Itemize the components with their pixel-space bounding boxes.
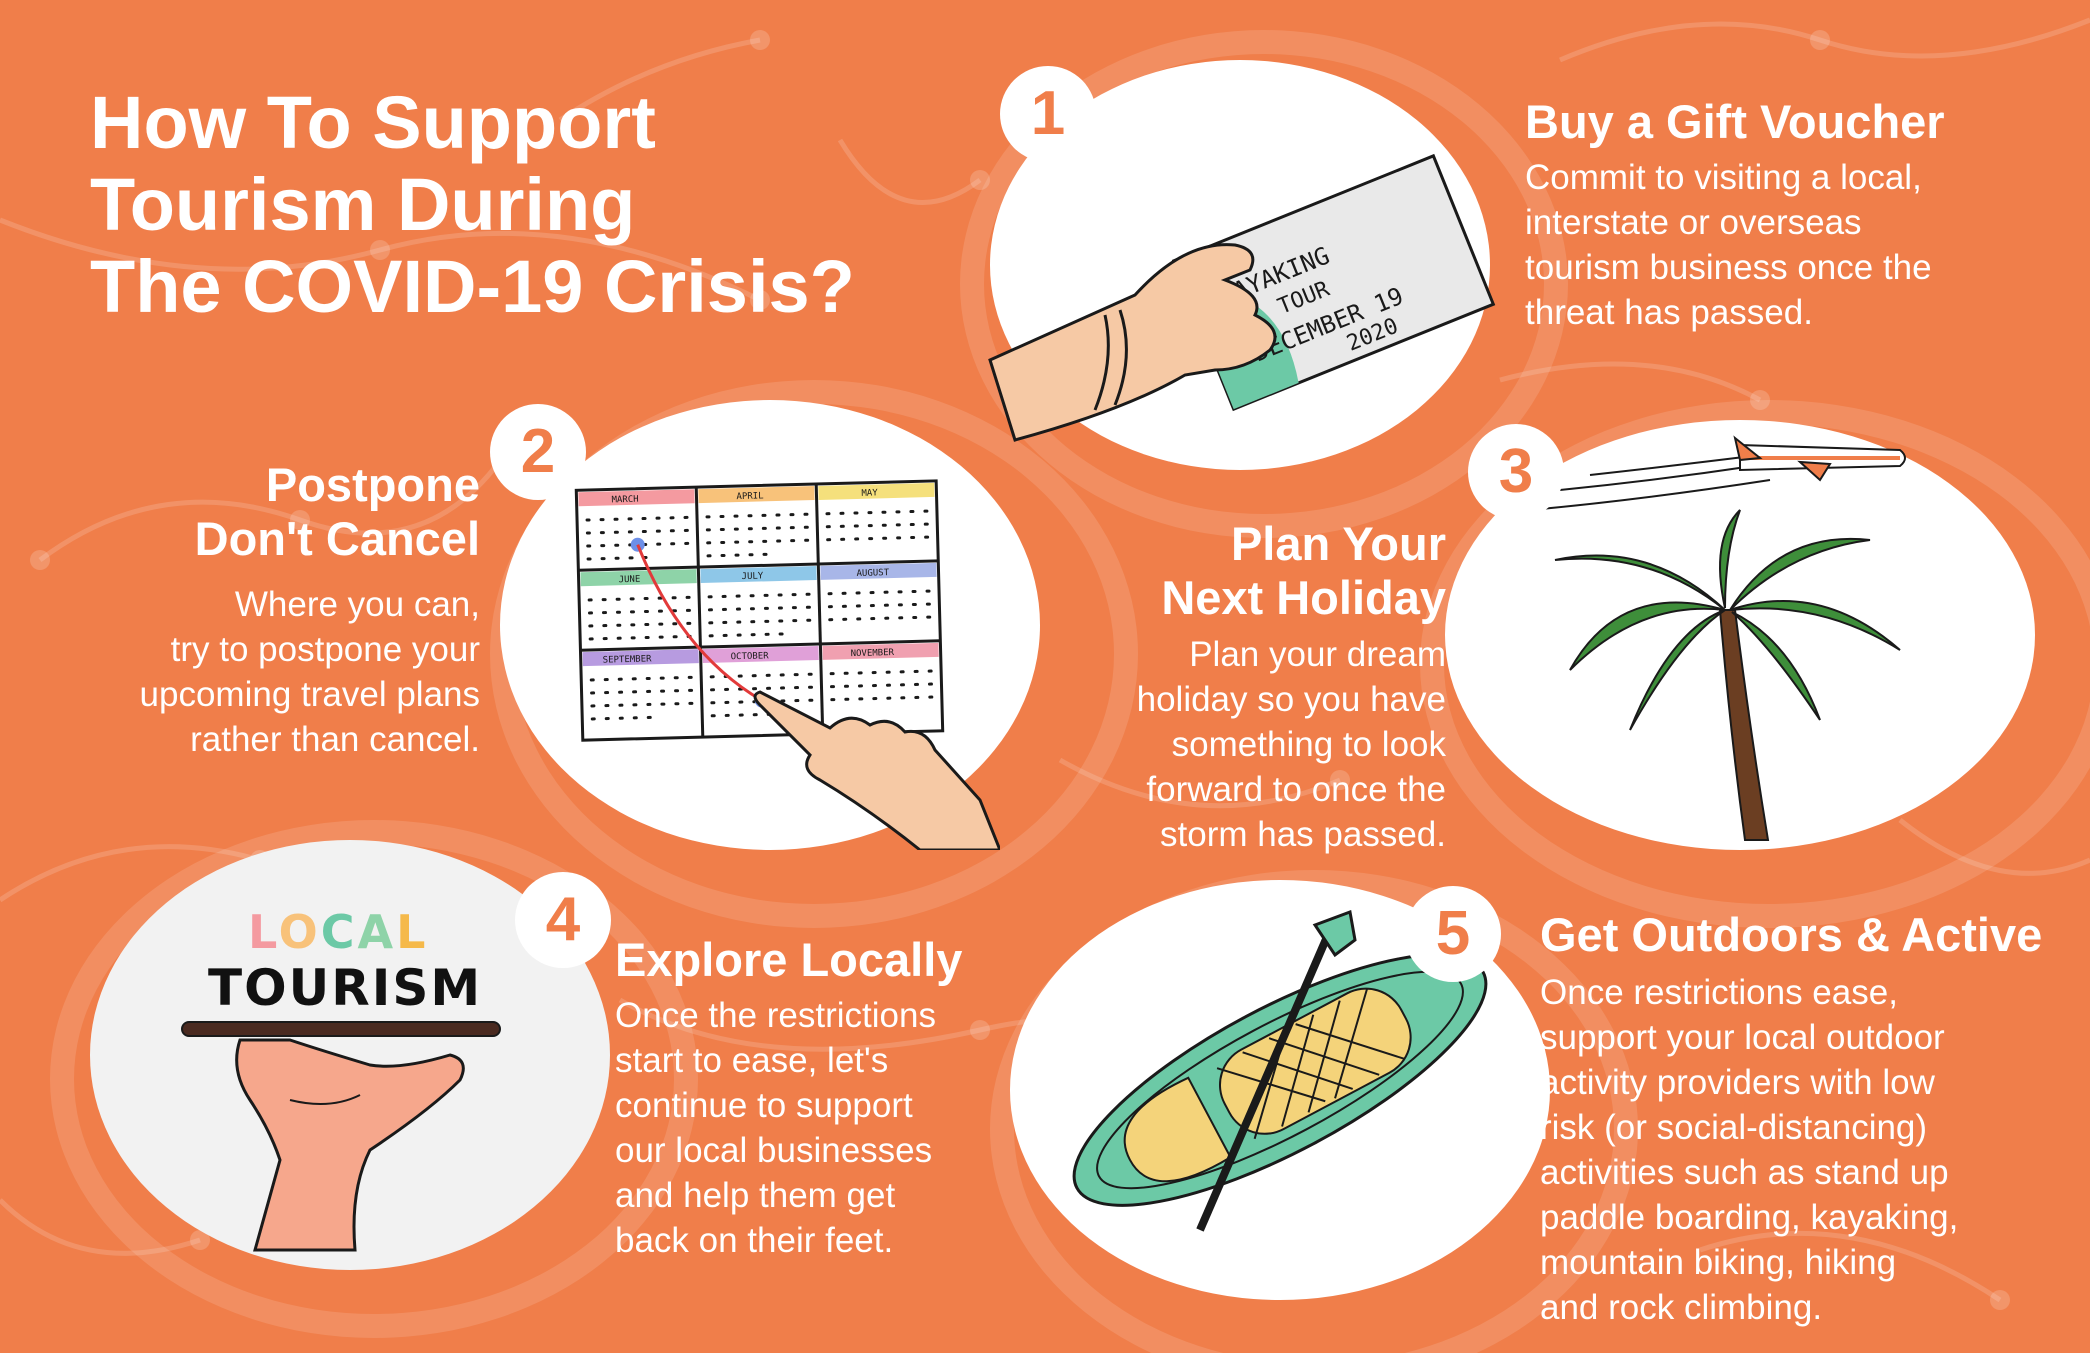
calendar-month-label: JULY — [741, 571, 764, 582]
step-5-line: and rock climbing. — [1540, 1288, 1823, 1327]
sign-word-local: LOCAL — [248, 905, 428, 959]
calendar-month-label: OCTOBER — [731, 651, 770, 662]
step-2-line: rather than cancel. — [190, 720, 480, 759]
step-3-description: Plan your dream holiday so you have some… — [1000, 632, 1446, 857]
step-2-line: upcoming travel plans — [139, 675, 480, 714]
step-1-description: Commit to visiting a local, interstate o… — [1525, 155, 1932, 335]
calendar-month-label: JUNE — [619, 575, 641, 586]
step-5-line: activities such as stand up — [1540, 1153, 1949, 1192]
step-2-line: Where you can, — [234, 585, 480, 624]
step-1-number-badge: 1 — [1000, 66, 1096, 162]
calendar-month-label: AUGUST — [856, 568, 889, 579]
hand-holding-voucher-illustration: KAYAKING TOUR DECEMBER 19 2020 — [988, 153, 1496, 442]
step-5-line: risk (or social-distancing) — [1540, 1108, 1928, 1147]
step-2-heading: Postpone Don't Cancel — [140, 458, 480, 566]
calendar-month-label: MAY — [861, 488, 878, 498]
step-4-line: Once the restrictions — [615, 996, 936, 1035]
step-5-heading: Get Outdoors & Active — [1540, 908, 2043, 961]
step-4-line: start to ease, let's — [615, 1041, 889, 1080]
title-line-3: The COVID-19 Crisis? — [90, 245, 855, 328]
step-4-line: continue to support — [615, 1086, 913, 1125]
step-3-line: forward to once the — [1146, 770, 1446, 809]
sign-word-tourism: TOURISM — [208, 959, 482, 1017]
step-3-heading-line: Next Holiday — [1161, 571, 1446, 624]
step-5-line: mountain biking, hiking — [1540, 1243, 1897, 1282]
calendar-month-label: SEPTEMBER — [603, 654, 653, 665]
step-2-heading-line: Postpone — [265, 458, 480, 511]
title-line-1: How To Support — [90, 81, 656, 164]
step-3-heading-line: Plan Your — [1230, 517, 1446, 570]
calendar-month-label: NOVEMBER — [851, 648, 895, 659]
step-2-line: try to postpone your — [170, 630, 480, 669]
step-1-line: tourism business once the — [1525, 248, 1932, 287]
step-1-line: interstate or overseas — [1525, 203, 1862, 242]
paddle-board-illustration — [1072, 910, 1488, 1232]
step-4-number-badge: 4 — [515, 872, 611, 968]
step-3-heading: Plan Your Next Holiday — [1050, 517, 1446, 625]
step-2-heading-line: Don't Cancel — [194, 512, 480, 565]
step-2-number-badge: 2 — [490, 404, 586, 500]
page-title: How To Support Tourism During The COVID-… — [90, 82, 990, 328]
step-4-line: our local businesses — [615, 1131, 933, 1170]
sign-letter: L — [396, 905, 428, 959]
step-1-line: Commit to visiting a local, — [1525, 158, 1922, 197]
step-3-line: something to look — [1171, 725, 1446, 764]
step-4-description: Once the restrictions start to ease, let… — [615, 993, 936, 1263]
calendar-illustration: MARCH APRIL MAY JUNE JULY AUGUST SEPTEMB… — [574, 479, 1000, 850]
sign-letter: L — [248, 905, 279, 959]
step-5-number-badge: 5 — [1405, 886, 1501, 982]
step-4-heading: Explore Locally — [615, 933, 963, 986]
step-5-line: activity providers with low — [1540, 1063, 1935, 1102]
step-5-description: Once restrictions ease, support your loc… — [1540, 970, 1958, 1330]
calendar-month-label: MARCH — [611, 495, 638, 506]
step-3-number-badge: 3 — [1468, 424, 1564, 520]
title-line-2: Tourism During — [90, 163, 636, 246]
calendar-month-label: APRIL — [736, 491, 763, 502]
step-2-description: Where you can, try to postpone your upco… — [60, 582, 480, 762]
step-5-line: paddle boarding, kayaking, — [1540, 1198, 1959, 1237]
step-1-line: threat has passed. — [1525, 293, 1813, 332]
step-4-line: and help them get — [615, 1176, 896, 1215]
sign-letter: O — [279, 905, 321, 959]
step-3-line: storm has passed. — [1160, 815, 1446, 854]
step-4-line: back on their feet. — [615, 1221, 894, 1260]
step-5-line: support your local outdoor — [1540, 1018, 1945, 1057]
palm-tree-illustration — [1529, 435, 1906, 841]
step-1-heading: Buy a Gift Voucher — [1525, 95, 1945, 148]
step-3-line: Plan your dream — [1189, 635, 1446, 674]
step-3-line: holiday so you have — [1136, 680, 1446, 719]
local-tourism-sign-illustration: LOCAL TOURISM — [181, 905, 501, 1252]
step-5-line: Once restrictions ease, — [1540, 973, 1898, 1012]
sign-letter: C — [321, 905, 358, 959]
sign-letter: A — [358, 905, 397, 959]
